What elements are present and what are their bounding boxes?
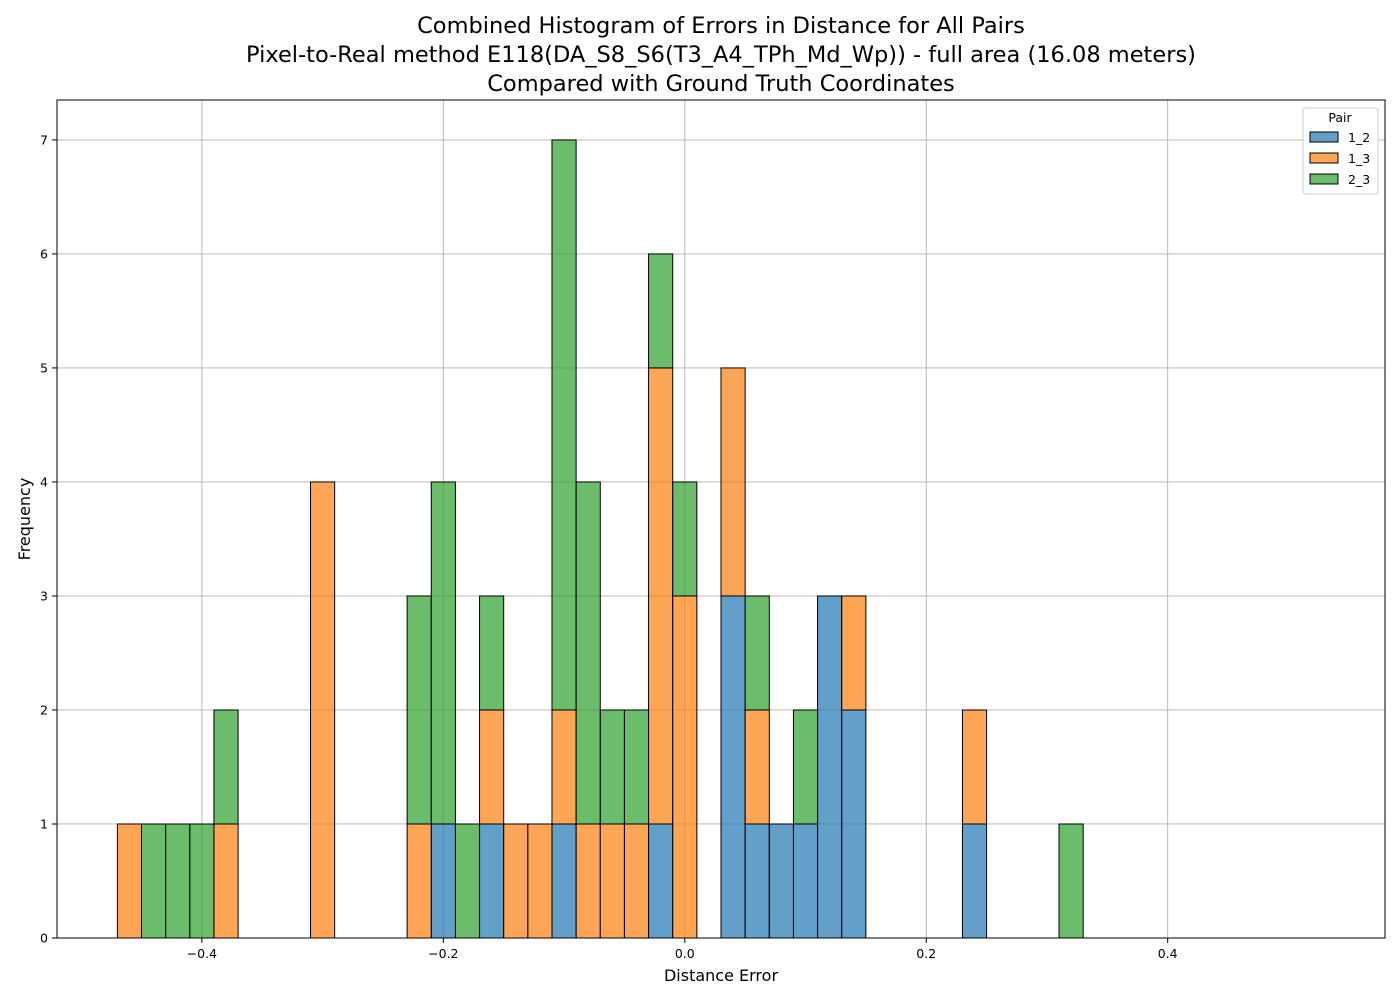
bar-1_3: [648, 367, 674, 825]
bar-2_3: [165, 823, 191, 939]
legend-label-2_3: 2_3: [1348, 172, 1370, 187]
bar-1_2: [817, 595, 843, 939]
bar-1_3: [503, 823, 529, 939]
bar-2_3: [792, 709, 819, 825]
chart-title-line-1: Combined Histogram of Errors in Distance…: [417, 13, 1025, 39]
bar-2_3: [1058, 823, 1084, 939]
bar-2_3: [744, 595, 770, 711]
bar-2_3: [551, 139, 577, 711]
bar-2_3: [189, 823, 215, 939]
bar-1_3: [841, 595, 867, 711]
bar-1_2: [648, 823, 674, 939]
bar-1_3: [623, 823, 650, 939]
bar-1_3: [672, 595, 698, 939]
bar-1_2: [551, 823, 577, 939]
bar-2_3: [213, 709, 239, 825]
y-tick-label: 6: [40, 246, 48, 261]
bar-1_3: [720, 367, 746, 597]
y-tick-label: 7: [40, 132, 48, 147]
x-tick-label: −0.4: [187, 946, 217, 961]
legend: Pair 1_2 1_3 2_3: [1302, 107, 1379, 195]
bar-1_2: [720, 595, 746, 939]
bar-1_3: [116, 823, 143, 939]
bar-1_3: [961, 709, 988, 825]
bar-1_3: [527, 823, 553, 939]
bar-2_3: [672, 481, 698, 597]
x-tick-label: 0.4: [1158, 946, 1178, 961]
y-axis-label: Frequency: [15, 478, 34, 561]
x-tick-label: 0.0: [675, 946, 695, 961]
y-tick-label: 1: [40, 816, 48, 831]
legend-title: Pair: [1328, 110, 1352, 125]
bar-2_3: [575, 481, 601, 825]
y-tick-label: 2: [40, 702, 48, 717]
chart-title-line-2: Pixel-to-Real method E118(DA_S8_S6(T3_A4…: [246, 42, 1196, 68]
bar-1_2: [792, 823, 819, 939]
bar-1_2: [430, 823, 456, 939]
bar-1_3: [744, 709, 770, 825]
y-tick-label: 5: [40, 360, 48, 375]
bar-1_3: [406, 823, 432, 939]
legend-label-1_2: 1_2: [1348, 130, 1370, 145]
legend-label-1_3: 1_3: [1348, 151, 1370, 166]
x-axis-label: Distance Error: [664, 966, 778, 985]
x-tick-label: 0.2: [916, 946, 936, 961]
y-tick-label: 3: [40, 588, 48, 603]
bar-1_3: [551, 709, 577, 825]
legend-swatch-1_2: [1309, 131, 1339, 143]
legend-box: [1302, 107, 1379, 195]
y-tick-label: 0: [40, 931, 48, 946]
legend-swatch-2_3: [1309, 173, 1339, 185]
bar-1_2: [744, 823, 770, 939]
bar-1_2: [479, 823, 505, 939]
bar-2_3: [141, 823, 167, 939]
bar-2_3: [599, 709, 625, 825]
bar-1_2: [961, 823, 988, 939]
bar-2_3: [623, 709, 650, 825]
chart-title-line-3: Compared with Ground Truth Coordinates: [487, 71, 955, 97]
bar-1_2: [768, 823, 794, 939]
legend-items: 1_2 1_3 2_3: [1309, 130, 1370, 187]
bar-1_3: [310, 481, 336, 939]
bar-2_3: [406, 595, 432, 825]
bar-2_3: [454, 823, 481, 939]
histogram-bars: [116, 139, 1084, 939]
bar-2_3: [479, 595, 505, 711]
legend-swatch-1_3: [1309, 152, 1339, 164]
y-tick-label: 4: [40, 474, 48, 489]
bar-2_3: [648, 253, 674, 369]
bar-1_3: [213, 823, 239, 939]
axis-ticks: −0.4 −0.2 0.0 0.2 0.4 0 1 2 3 4 5 6 7: [40, 132, 1178, 961]
bar-1_3: [575, 823, 601, 939]
axes-frame: [56, 99, 1386, 939]
bar-2_3: [430, 481, 456, 825]
x-tick-label: −0.2: [428, 946, 458, 961]
bar-1_3: [479, 709, 505, 825]
bar-1_3: [599, 823, 625, 939]
bar-1_2: [841, 709, 867, 939]
